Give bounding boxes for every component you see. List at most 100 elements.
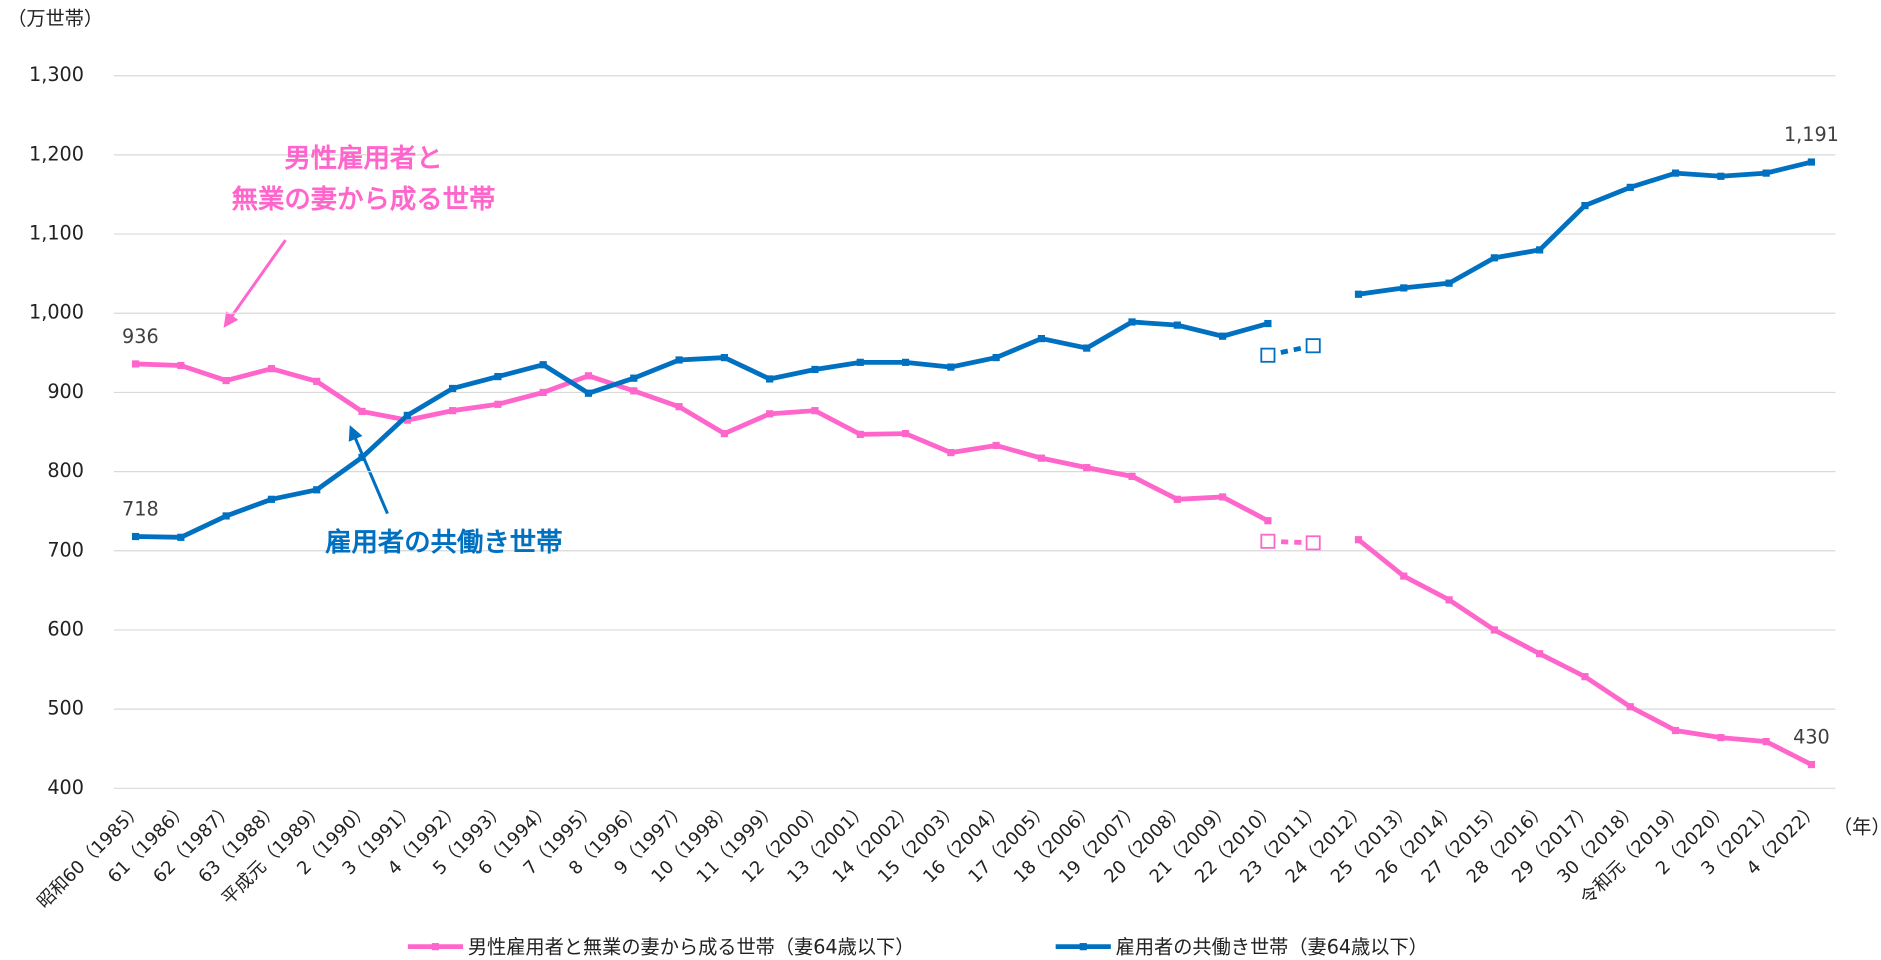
point-marker [177, 361, 185, 370]
point-marker [675, 356, 683, 364]
y-tick-label: 1,200 [29, 142, 84, 165]
point-marker [449, 384, 457, 393]
point-marker [675, 403, 683, 411]
point-marker [1717, 734, 1725, 742]
point-marker [720, 429, 728, 438]
point-marker [539, 361, 547, 369]
point-marker [1219, 332, 1227, 340]
legend-label: 雇用者の共働き世帯（妻64歳以下） [1116, 935, 1428, 958]
point-marker [811, 365, 819, 374]
point-marker [1219, 493, 1227, 501]
y-tick-label: 700 [47, 538, 84, 561]
point-marker [1717, 172, 1725, 180]
y-tick-label: 1,100 [29, 222, 84, 245]
point-marker [1128, 318, 1136, 326]
point-marker [1762, 737, 1770, 746]
point-marker [177, 533, 185, 541]
point-marker [1807, 158, 1816, 166]
point-marker [901, 429, 910, 438]
data-label: 718 [122, 498, 159, 521]
data-label: 1,191 [1784, 123, 1839, 146]
point-marker [1400, 284, 1408, 292]
point-marker [1037, 334, 1046, 343]
y-tick-label: 400 [47, 776, 84, 799]
point-marker [1264, 319, 1272, 328]
y-axis-label: （万世帯） [7, 7, 103, 30]
point-marker [811, 407, 819, 415]
annotation: 雇用者の共働き世帯 [325, 527, 562, 558]
point-marker [1173, 495, 1181, 503]
point-marker [1354, 290, 1363, 298]
point-marker [539, 388, 547, 397]
point-marker [313, 377, 321, 385]
point-marker [267, 365, 276, 373]
y-tick-label: 800 [47, 459, 84, 482]
point-marker [1260, 533, 1276, 549]
point-marker [1445, 279, 1453, 287]
point-marker [1305, 535, 1321, 551]
point-marker [403, 416, 411, 424]
annotation: 無業の妻から成る世帯 [232, 185, 496, 215]
point-marker [1762, 169, 1770, 177]
point-marker [358, 407, 366, 416]
point-marker [584, 389, 593, 397]
point-marker [1260, 347, 1276, 363]
point-marker [1264, 517, 1272, 525]
point-marker [131, 360, 140, 368]
point-marker [1671, 726, 1680, 735]
point-marker [267, 495, 276, 503]
point-marker [1173, 321, 1181, 329]
point-marker [630, 387, 638, 395]
point-marker [1445, 596, 1453, 604]
legend-swatch-marker [1079, 943, 1087, 951]
legend-swatch-marker [431, 943, 440, 951]
point-marker [856, 430, 864, 438]
point-marker [1626, 183, 1634, 191]
point-marker [1354, 536, 1363, 544]
series-line [135, 159, 1812, 540]
point-marker [1536, 650, 1544, 658]
point-marker [766, 375, 774, 383]
point-marker [494, 372, 502, 381]
point-marker [766, 410, 774, 418]
point-marker [1305, 338, 1321, 354]
point-marker [1807, 760, 1816, 769]
legend-label: 男性雇用者と無業の妻から成る世帯（妻64歳以下） [468, 935, 915, 958]
point-marker [947, 449, 955, 457]
point-marker [222, 512, 230, 520]
point-marker [584, 372, 593, 380]
point-marker [403, 411, 411, 419]
point-marker [1037, 454, 1046, 462]
point-marker [1083, 344, 1091, 352]
point-marker [1128, 472, 1136, 480]
point-marker [449, 407, 457, 415]
point-marker [901, 358, 910, 366]
point-marker [1626, 703, 1634, 711]
point-marker [1490, 254, 1498, 262]
point-marker [947, 363, 955, 371]
point-marker [494, 400, 502, 408]
point-marker [1671, 169, 1680, 177]
point-marker [1083, 464, 1091, 472]
point-marker [992, 353, 1000, 362]
point-marker [992, 441, 1000, 450]
point-marker [1490, 626, 1498, 634]
point-marker [313, 486, 321, 494]
arrow [348, 425, 389, 515]
data-label: 936 [122, 325, 159, 348]
arrow [223, 239, 287, 328]
point-marker [222, 376, 230, 385]
y-tick-label: 1,000 [29, 301, 84, 324]
y-tick-label: 500 [47, 697, 84, 720]
point-marker [131, 532, 140, 541]
point-marker [1400, 572, 1408, 580]
data-label: 430 [1793, 726, 1830, 749]
point-marker [358, 453, 366, 461]
y-tick-label: 600 [47, 617, 84, 640]
y-tick-label: 900 [47, 380, 84, 403]
point-marker [1581, 673, 1589, 681]
series-line [135, 361, 1813, 767]
annotation: 男性雇用者と [284, 143, 442, 174]
y-tick-label: 1,300 [29, 63, 84, 86]
